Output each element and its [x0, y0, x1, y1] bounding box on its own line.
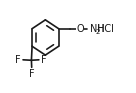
Text: NH: NH: [90, 24, 104, 34]
Text: 2: 2: [95, 29, 100, 35]
Text: O: O: [76, 24, 84, 34]
Text: HCl: HCl: [97, 24, 113, 34]
Text: F: F: [29, 69, 35, 79]
Text: F: F: [41, 55, 47, 65]
Text: F: F: [15, 55, 21, 65]
